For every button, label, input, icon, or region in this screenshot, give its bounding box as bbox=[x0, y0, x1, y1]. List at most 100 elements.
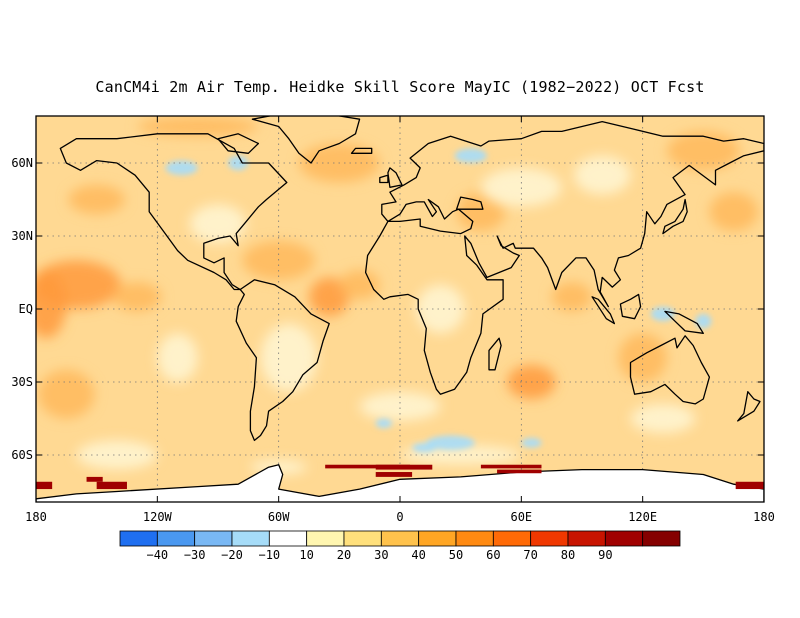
warm-anomaly bbox=[38, 369, 95, 419]
australia-coastline bbox=[629, 335, 711, 405]
low-skill-region bbox=[480, 167, 562, 207]
colorbar-label: 90 bbox=[598, 548, 613, 562]
lon-tick-label: 120W bbox=[142, 510, 172, 524]
lat-tick-label: EQ bbox=[18, 302, 33, 316]
negative-skill-patch bbox=[426, 435, 475, 451]
colorbar-bin bbox=[380, 530, 420, 547]
colorbar-label: −40 bbox=[146, 548, 169, 562]
lat-tick-label: 30N bbox=[11, 229, 33, 243]
very-high-skill-cell bbox=[86, 476, 103, 482]
colorbar-bin bbox=[492, 530, 532, 547]
colorbar-bin bbox=[343, 530, 382, 547]
colorbar-label: 40 bbox=[411, 548, 426, 562]
colorbar-label: 80 bbox=[560, 548, 576, 562]
colorbar-label: −30 bbox=[183, 548, 206, 562]
new-guinea-coastline bbox=[664, 310, 704, 334]
lat-tick-label: 60N bbox=[11, 156, 33, 170]
colorbar-bin bbox=[604, 530, 644, 547]
negative-skill-patch bbox=[412, 442, 437, 453]
warm-anomaly bbox=[137, 116, 259, 137]
negative-skill-patch bbox=[650, 306, 676, 322]
lon-tick-label: 60E bbox=[510, 510, 533, 524]
low-skill-region bbox=[573, 155, 631, 195]
low-skill-region bbox=[189, 204, 247, 244]
warm-anomaly bbox=[339, 270, 380, 300]
negative-skill-patch bbox=[521, 437, 542, 448]
very-high-skill-cell bbox=[36, 481, 53, 490]
axis-ticks bbox=[35, 116, 765, 502]
colorbar-label: 20 bbox=[336, 548, 352, 562]
negative-skill-patch bbox=[375, 418, 392, 429]
low-skill-region bbox=[416, 284, 465, 334]
madagascar-coastline bbox=[488, 337, 502, 371]
warm-anomaly bbox=[36, 270, 67, 339]
low-skill-region bbox=[630, 403, 696, 434]
africa-eurasia-coastline bbox=[364, 120, 764, 395]
negative-skill-layer bbox=[165, 148, 712, 453]
colorbar-bin bbox=[567, 530, 606, 547]
lon-tick-label: 60W bbox=[267, 510, 290, 524]
high-skill-cells bbox=[36, 464, 764, 490]
negative-skill-patch bbox=[228, 155, 249, 171]
colorbar-label: 10 bbox=[299, 548, 314, 562]
colorbar-bin bbox=[530, 530, 569, 547]
greenland-coastline bbox=[251, 116, 361, 164]
colorbar-bin bbox=[268, 530, 308, 547]
very-high-skill-cell bbox=[325, 464, 411, 469]
north-america-coastline bbox=[59, 133, 288, 291]
negative-skill-patch bbox=[454, 148, 487, 163]
lon-tick-label: 120E bbox=[628, 510, 658, 524]
lat-tick-label: 60S bbox=[11, 447, 33, 462]
very-high-skill-cell bbox=[375, 472, 413, 477]
colorbar-bin bbox=[231, 530, 270, 547]
colorbar-bin bbox=[156, 530, 196, 547]
low-skill-region bbox=[260, 323, 318, 392]
lon-tick-label: 180 bbox=[25, 510, 47, 524]
graticule bbox=[36, 116, 764, 502]
baffin-islands-coastline bbox=[217, 133, 260, 154]
very-high-skill-cell bbox=[480, 464, 542, 469]
black-caspian-coastline bbox=[455, 196, 484, 210]
warm-anomaly bbox=[68, 184, 125, 215]
borneo-coastline bbox=[619, 293, 642, 320]
iceland-coastline bbox=[350, 147, 373, 154]
colorbar-bin bbox=[194, 530, 233, 547]
very-high-skill-cell bbox=[497, 469, 542, 474]
low-skill-region bbox=[157, 333, 198, 382]
lon-tick-label: 180 bbox=[753, 510, 775, 524]
sumatra-coastline bbox=[591, 296, 616, 325]
very-high-skill-cell bbox=[375, 464, 433, 470]
negative-skill-patch bbox=[695, 313, 712, 329]
lat-tick-label: 30S bbox=[11, 374, 33, 389]
mediterranean-north-coastline bbox=[387, 198, 474, 235]
warm-anomaly bbox=[709, 192, 758, 232]
low-skill-region bbox=[359, 391, 441, 421]
low-skill-region bbox=[76, 440, 158, 470]
very-high-skill-cell bbox=[735, 481, 764, 490]
colorbar-label: 30 bbox=[374, 548, 389, 562]
colorbar-bin bbox=[119, 530, 158, 547]
warm-anomaly bbox=[112, 282, 162, 312]
colorbar bbox=[119, 530, 681, 547]
warm-anomaly bbox=[309, 277, 350, 317]
warm-anomaly bbox=[551, 282, 593, 312]
warm-anomaly bbox=[456, 192, 506, 232]
japan-coastline bbox=[662, 198, 688, 235]
colorbar-bin bbox=[642, 530, 681, 547]
warm-anomaly-layer bbox=[36, 116, 758, 419]
ireland-coastline bbox=[379, 174, 389, 184]
colorbar-label: −20 bbox=[221, 548, 243, 562]
colorbar-label: 70 bbox=[523, 548, 538, 562]
new-zealand-coastline bbox=[737, 391, 761, 422]
colorbar-bin bbox=[455, 530, 494, 547]
warm-anomaly bbox=[666, 131, 740, 171]
colorbar-bin bbox=[418, 530, 457, 547]
south-america-coastline bbox=[235, 279, 330, 442]
chart-title: CanCM4i 2m Air Temp. Heidke Skill Score … bbox=[95, 78, 705, 96]
colorbar-label: 50 bbox=[448, 548, 464, 562]
lon-tick-label: 0 bbox=[396, 510, 404, 524]
colorbar-bin bbox=[306, 530, 345, 547]
very-high-skill-cell bbox=[96, 481, 127, 490]
negative-skill-patch bbox=[165, 160, 198, 176]
